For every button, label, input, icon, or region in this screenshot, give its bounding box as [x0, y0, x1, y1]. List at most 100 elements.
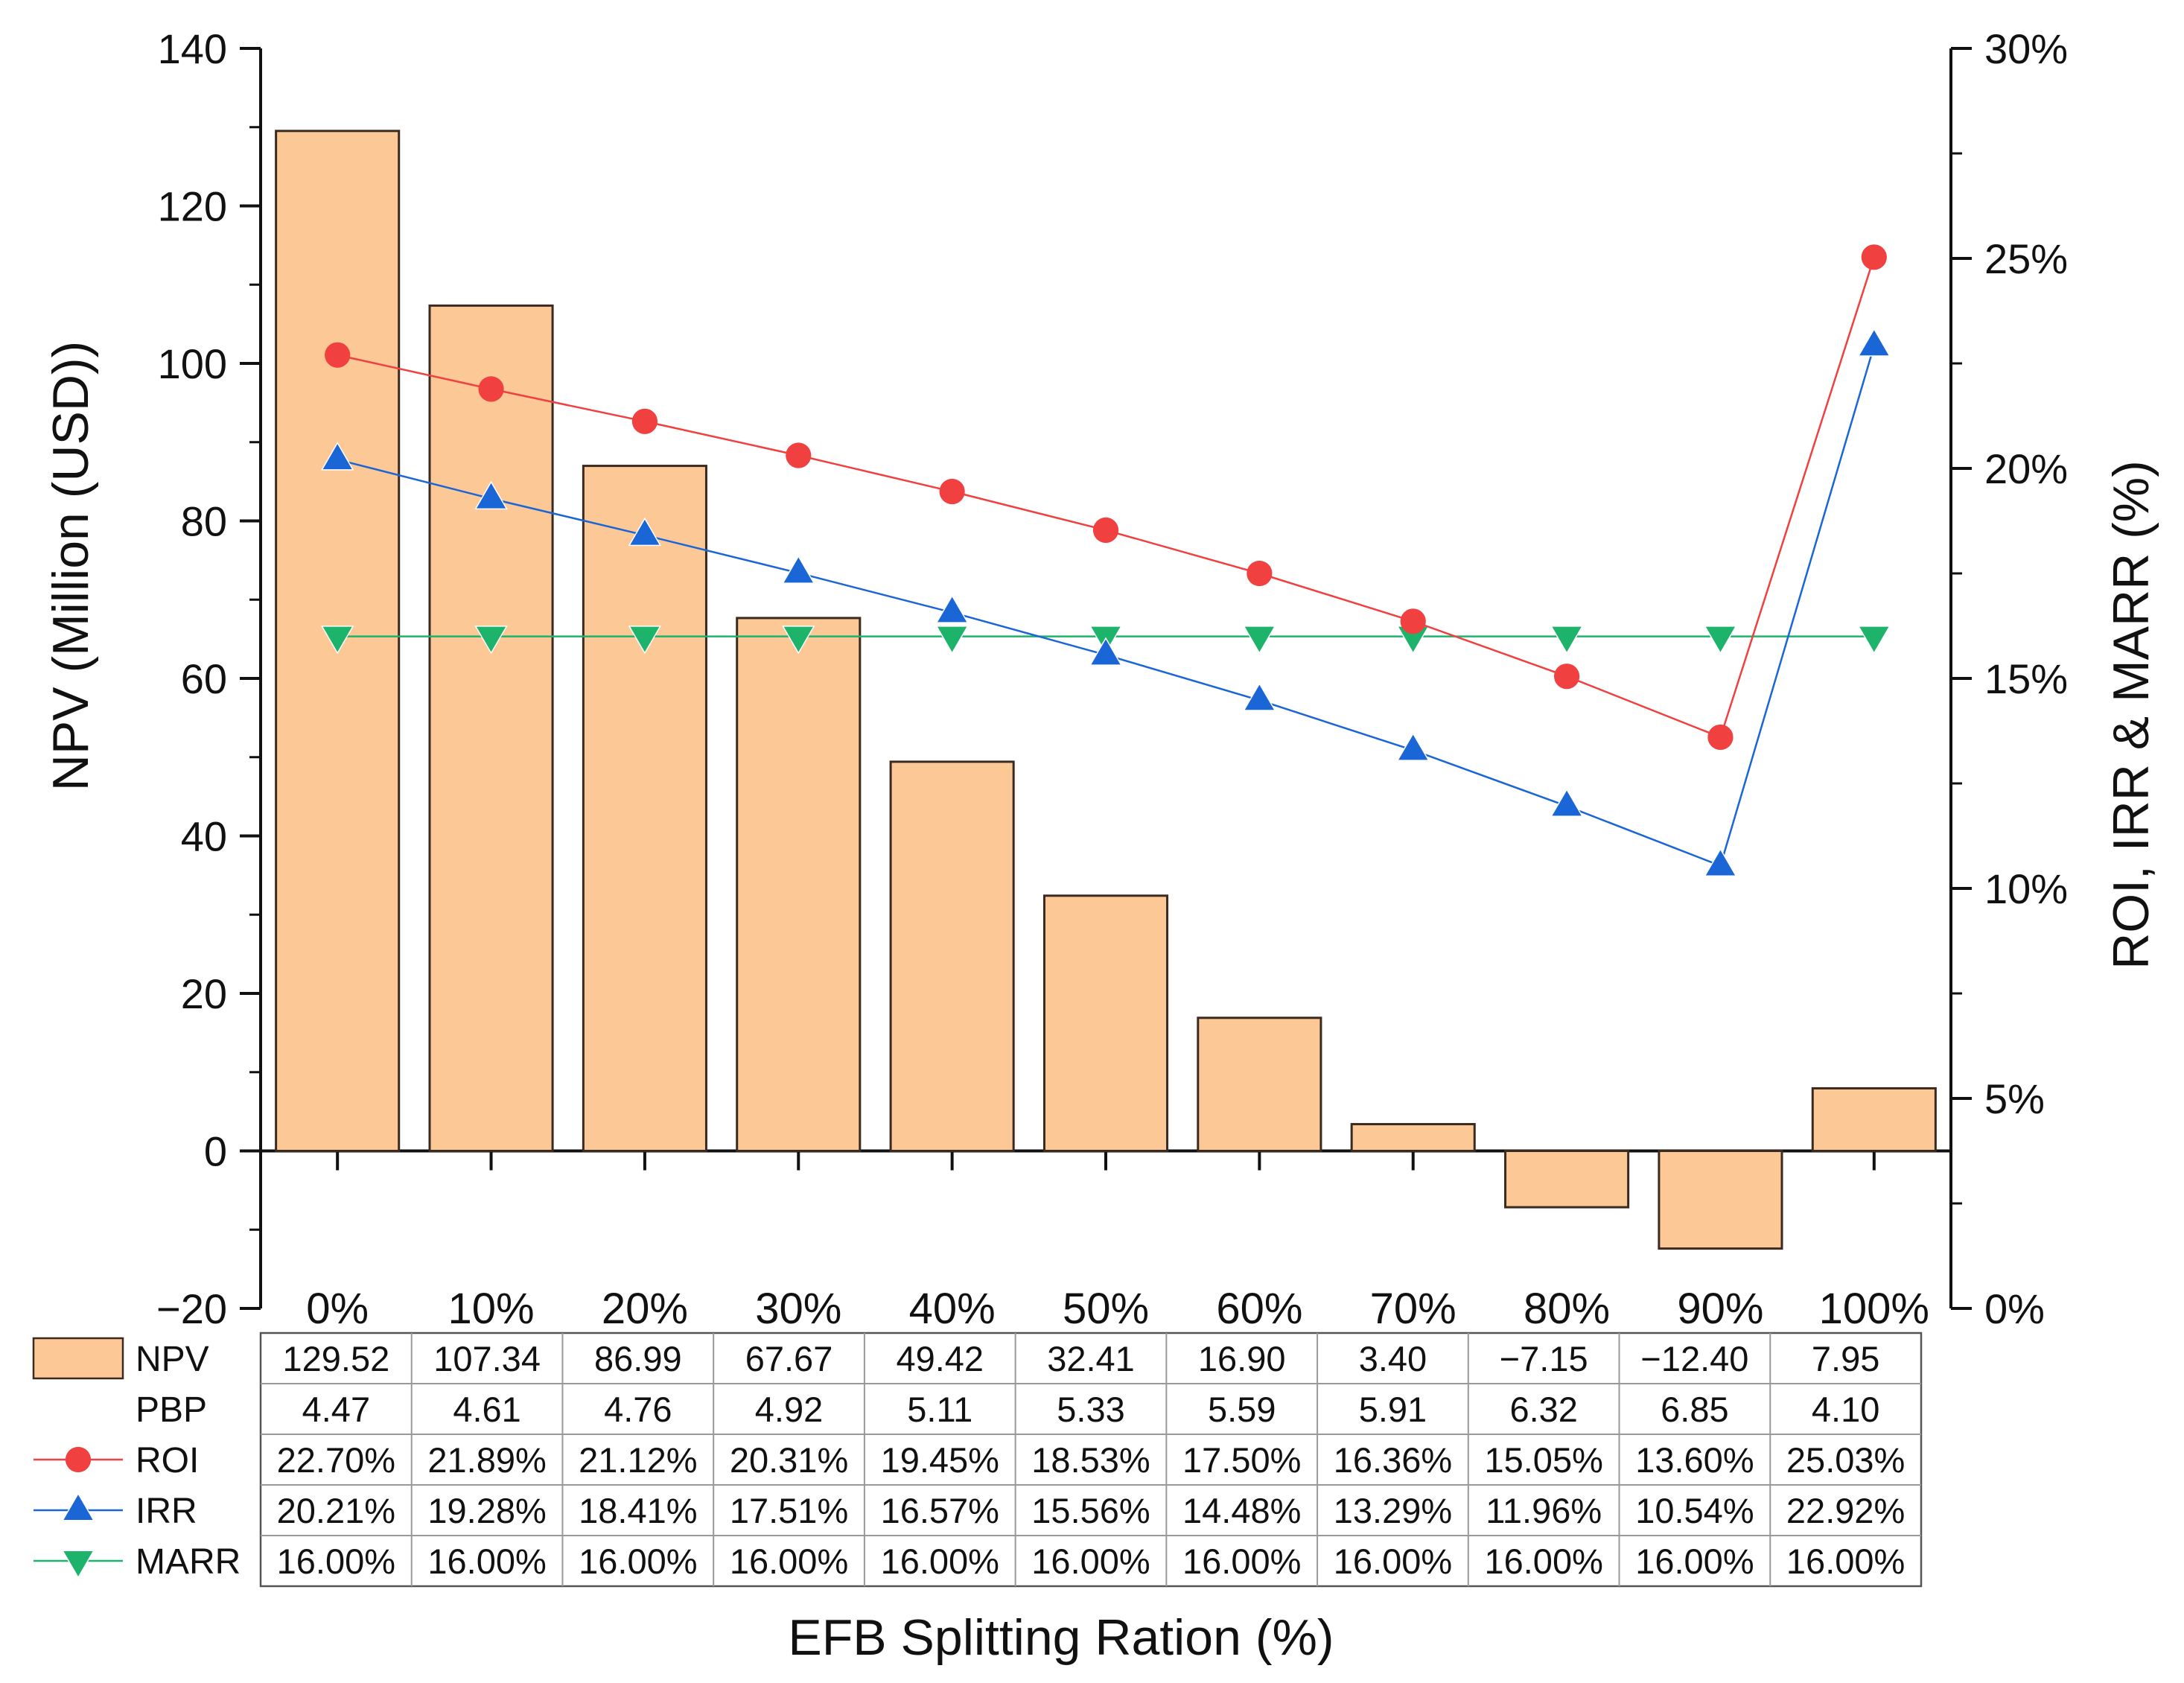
x-tick-label: 90%: [1677, 1285, 1763, 1333]
x-tick-label: 30%: [755, 1285, 841, 1333]
pbp-cell: 5.91: [1359, 1390, 1427, 1429]
roi-cell: 16.36%: [1334, 1440, 1452, 1480]
pbp-cell: 4.92: [755, 1390, 823, 1429]
npv-cell: 86.99: [594, 1339, 682, 1378]
roi-cell: 25.03%: [1786, 1440, 1905, 1480]
y-tick-label: 40: [181, 813, 227, 860]
npv-cell: 32.41: [1047, 1339, 1135, 1378]
roi-cell: 21.12%: [579, 1440, 697, 1480]
x-tick-label: 10%: [448, 1285, 534, 1333]
roi-point: [939, 478, 965, 505]
marr-point: [935, 626, 969, 655]
marr-point: [628, 626, 662, 655]
y-axis-title: NPV (Million (USD)): [42, 341, 99, 791]
marr-cell: 16.00%: [730, 1542, 848, 1581]
marr-cell: 16.00%: [277, 1542, 395, 1581]
y2-axis-title: ROI, IRR & MARR (%): [2103, 460, 2159, 970]
x-axis-title: EFB Splitting Ration (%): [788, 1609, 1334, 1666]
irr-cell: 19.28%: [427, 1491, 546, 1530]
marr-cell: 16.00%: [1635, 1542, 1754, 1581]
npv-cell: 67.67: [745, 1339, 833, 1378]
pbp-cell: 4.47: [302, 1390, 370, 1429]
irr-legend-label: IRR: [136, 1492, 197, 1531]
marr-cell: 16.00%: [1484, 1542, 1602, 1581]
marr-point: [474, 626, 508, 655]
marr-cell: 16.00%: [881, 1542, 999, 1581]
npv-bars: [275, 130, 1937, 1250]
npv-bar: [1197, 1017, 1322, 1152]
irr-cell: 17.51%: [730, 1491, 848, 1530]
irr-point: [1243, 682, 1276, 711]
pbp-cell: 5.11: [907, 1390, 972, 1429]
npv-bar: [1350, 1123, 1476, 1153]
irr-cell: 22.92%: [1786, 1491, 1905, 1530]
roi-point: [1553, 664, 1580, 690]
irr-cell: 15.56%: [1031, 1491, 1150, 1530]
irr-point: [1089, 637, 1123, 666]
irr-point: [628, 517, 662, 547]
npv-bar: [1504, 1150, 1630, 1209]
marr-cell: 16.00%: [427, 1542, 546, 1581]
marr-point: [1243, 626, 1276, 655]
irr-point: [1396, 732, 1430, 761]
marr-point: [320, 626, 354, 655]
irr-cell: 20.21%: [277, 1491, 395, 1530]
roi-point: [631, 408, 658, 434]
roi-cell: 20.31%: [730, 1440, 848, 1480]
data-table: 129.52 107.34 86.99 67.67 49.42 32.41 16.90 3.4…: [32, 1332, 1923, 1588]
roi-point: [1092, 517, 1119, 544]
roi-cell: 22.70%: [277, 1440, 395, 1480]
x-tick-label: 50%: [1063, 1285, 1149, 1333]
irr-point: [782, 555, 815, 584]
pbp-cell: 5.59: [1208, 1390, 1276, 1429]
y2-tick-label: 20%: [1984, 445, 2068, 492]
y-tick-label: 100: [158, 340, 227, 387]
y2-tick-label: 15%: [1984, 655, 2068, 702]
roi-cell: 18.53%: [1031, 1440, 1150, 1480]
x-tick-label: 0%: [306, 1285, 369, 1333]
roi-cell: 15.05%: [1484, 1440, 1602, 1480]
npv-legend-label: NPV: [136, 1340, 209, 1379]
marr-legend-label: MARR: [136, 1542, 241, 1582]
irr-point: [1704, 847, 1737, 877]
npv-legend-swatch: [32, 1337, 124, 1380]
irr-point: [1857, 328, 1891, 357]
x-tick-label: 80%: [1524, 1285, 1610, 1333]
roi-legend-marker: [65, 1446, 92, 1473]
y-tick-label: 120: [158, 183, 227, 230]
roi-point: [786, 442, 812, 468]
marr-point: [782, 626, 815, 655]
npv-bar: [736, 617, 862, 1152]
npv-cell: 7.95: [1812, 1339, 1879, 1378]
marr-cell: 16.00%: [1334, 1542, 1452, 1581]
pbp-cell: 5.33: [1057, 1390, 1124, 1429]
y-tick-label: 20: [181, 970, 227, 1017]
npv-cell: −7.15: [1500, 1339, 1588, 1378]
marr-cell: 16.00%: [1786, 1542, 1905, 1581]
x-tick-label: 60%: [1216, 1285, 1302, 1333]
y2-tick-label: 30%: [1984, 25, 2068, 72]
irr-cell: 16.57%: [881, 1491, 999, 1530]
irr-point: [474, 480, 508, 510]
npv-cell: 107.34: [433, 1339, 541, 1378]
pbp-cell: 6.85: [1661, 1390, 1728, 1429]
marr-cell: 16.00%: [579, 1542, 697, 1581]
npv-cell: 49.42: [896, 1339, 984, 1378]
y-tick-label: 140: [158, 25, 227, 72]
roi-cell: 21.89%: [427, 1440, 546, 1480]
y-tick-label: 60: [181, 655, 227, 702]
marr-legend-marker: [61, 1550, 95, 1579]
npv-cell: −12.40: [1640, 1339, 1748, 1378]
irr-cell: 11.96%: [1486, 1491, 1602, 1530]
npv-bar: [1658, 1150, 1783, 1250]
npv-bar: [582, 465, 707, 1152]
y-tick-label: −20: [156, 1285, 227, 1332]
irr-point: [320, 442, 354, 471]
roi-cell: 17.50%: [1182, 1440, 1301, 1480]
y2-tick-label: 25%: [1984, 235, 2068, 282]
marr-cell: 16.00%: [1182, 1542, 1301, 1581]
roi-point: [1400, 608, 1426, 634]
roi-point: [478, 376, 504, 402]
npv-bar: [428, 304, 554, 1152]
irr-point: [1550, 788, 1584, 817]
